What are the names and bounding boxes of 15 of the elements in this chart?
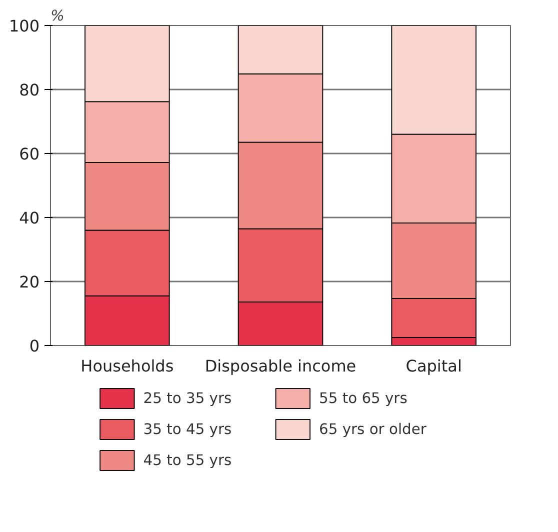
y-tick-label: 0 [29,336,40,356]
y-tick-label: 40 [19,208,40,228]
y-tick-label: 20 [19,272,40,292]
legend-label: 45 to 55 yrs [143,452,232,469]
x-tick-label: Disposable income [204,356,356,376]
x-tick-label: Capital [406,356,462,376]
legend-label: 35 to 45 yrs [143,421,232,438]
y-tick-label: 100 [8,16,40,36]
legend-label: 55 to 65 yrs [319,390,408,407]
legend-label: 65 yrs or older [319,421,428,438]
y-tick-label: 60 [19,144,40,164]
y-tick-label: 80 [19,80,40,100]
x-tick-label: Households [80,356,174,376]
y-axis-title: % [50,8,64,24]
legend-label: 25 to 35 yrs [143,390,232,407]
